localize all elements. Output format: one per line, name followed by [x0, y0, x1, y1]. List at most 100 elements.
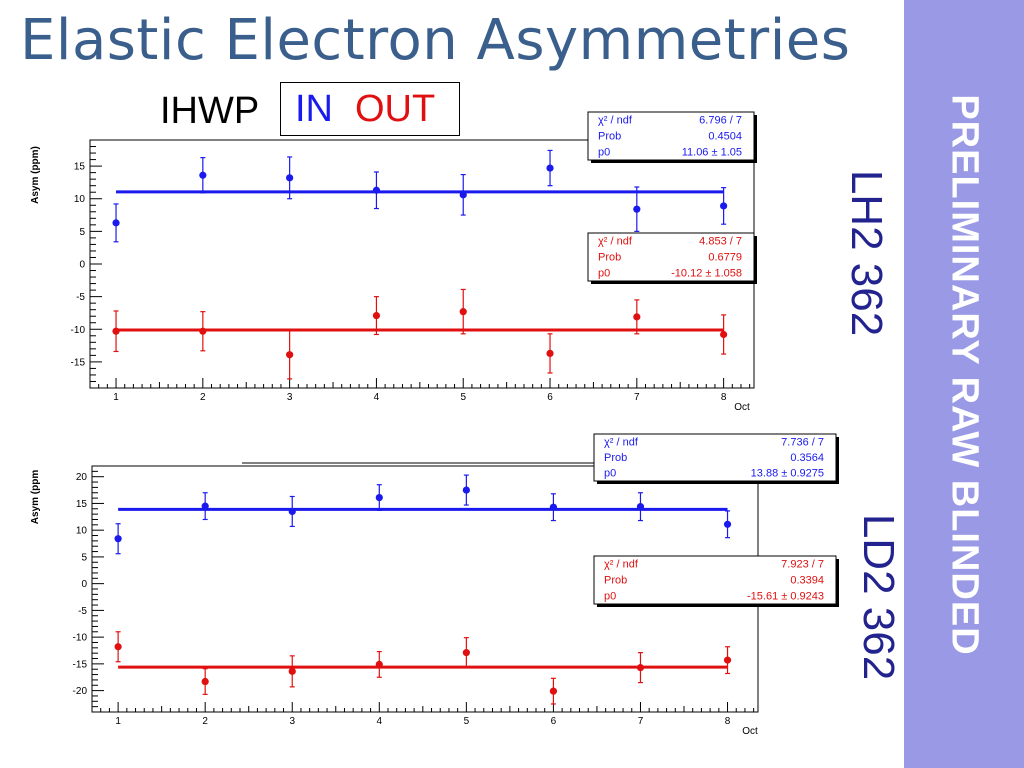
x-tick-label: 1 [113, 392, 119, 403]
ihwp-in-label: IN [295, 88, 333, 130]
x-tick-label: 7 [634, 392, 640, 403]
x-tick-label: 5 [464, 716, 470, 727]
x-tick-label: 6 [547, 392, 553, 403]
y-tick-label: -10 [71, 325, 86, 336]
data-point [636, 503, 645, 511]
y-tick-label: 5 [79, 227, 85, 238]
data-point [112, 219, 120, 227]
ihwp-out-label: OUT [355, 88, 436, 130]
stats-box-out: χ² / ndf 7.923 / 7 Prob 0.3394 p0 -15.61 ± 0.… [593, 555, 839, 607]
chart-1: 20 15 10 5 0 -5 -10 -15 -20 1 2 3 4 5 6 7 8 Asym (ppm Oct χ… [30, 433, 839, 737]
y-tick-label: -5 [76, 292, 85, 303]
y-axis-title: Asym (ppm) [30, 146, 41, 204]
x-tick-label: 4 [377, 716, 383, 727]
x-tick-label: 2 [202, 716, 208, 727]
stats-box-out: χ² / ndf 4.853 / 7 Prob 0.6779 p0 -10.12 ± 1.… [587, 232, 757, 284]
stats-value: -10.12 ± 1.058 [671, 268, 742, 280]
ihwp-legend-box: IN OUT [280, 82, 460, 136]
stats-key: Prob [604, 452, 627, 464]
y-tick-label: 15 [76, 499, 88, 510]
series-in [114, 474, 732, 555]
data-point [462, 486, 470, 494]
y-tick-label: -20 [73, 686, 88, 697]
stats-key: p0 [604, 468, 616, 480]
y-tick-label: 5 [81, 552, 87, 563]
data-point [114, 643, 122, 651]
data-point [720, 202, 728, 210]
data-point [459, 308, 467, 316]
x-tick-label: 6 [551, 716, 557, 727]
data-point [199, 327, 207, 335]
stats-key: p0 [598, 268, 610, 280]
data-point [549, 503, 558, 511]
stats-key: Prob [598, 131, 621, 143]
y-tick-label: -5 [78, 606, 87, 617]
stats-value: 11.06 ± 1.05 [682, 147, 742, 159]
data-point [636, 664, 645, 672]
stats-value: 7.923 / 7 [781, 559, 824, 571]
y-tick-label: 10 [74, 194, 86, 205]
stats-value: 4.853 / 7 [699, 236, 742, 248]
y-tick-label: 15 [74, 162, 86, 173]
stats-value: 0.3394 [790, 575, 824, 587]
x-tick-label: 5 [460, 392, 466, 403]
data-point [288, 507, 296, 516]
ihwp-label: IHWP [160, 90, 260, 132]
stats-value: 13.88 ± 0.9275 [751, 468, 824, 480]
x-tick-label: 4 [374, 392, 380, 403]
data-point [201, 677, 209, 686]
stats-key: χ² / ndf [598, 115, 633, 127]
stats-box-frame [593, 433, 837, 482]
data-point [720, 330, 728, 339]
data-point [459, 191, 467, 199]
x-axis-title: Oct [742, 726, 758, 737]
data-point [549, 687, 558, 695]
stats-box-in: χ² / ndf 7.736 / 7 Prob 0.3564 p0 13.88 ± 0.9… [593, 433, 839, 484]
data-point [201, 502, 209, 510]
stats-box-frame [593, 555, 837, 605]
data-point [114, 535, 122, 543]
stats-key: χ² / ndf [604, 436, 639, 448]
data-point [112, 327, 120, 335]
stats-box-in: χ² / ndf 6.796 / 7 Prob 0.4504 p0 11.06 ± 1.0… [587, 111, 757, 163]
data-point [372, 311, 381, 320]
stats-value: 0.3564 [790, 452, 824, 464]
stats-value: -15.61 ± 0.9243 [747, 591, 824, 603]
x-tick-label: 1 [115, 716, 121, 727]
stats-value: 0.6779 [708, 252, 742, 264]
x-tick-label: 3 [289, 716, 295, 727]
stats-box-frame [587, 232, 755, 282]
stats-key: χ² / ndf [604, 559, 639, 571]
y-axis-title: Asym (ppm [30, 470, 41, 525]
stats-key: p0 [604, 591, 616, 603]
slide-title: Elastic Electron Asymmetries [20, 8, 851, 73]
preliminary-banner [904, 0, 1024, 768]
y-tick-label: -15 [73, 659, 88, 670]
y-tick-label: -15 [71, 357, 86, 368]
data-point [546, 349, 554, 358]
stats-value: 0.4504 [708, 131, 742, 143]
series-out [114, 631, 732, 705]
data-point [633, 205, 641, 213]
y-tick-label: 0 [81, 579, 87, 590]
series-out [112, 288, 728, 380]
stats-value: 6.796 / 7 [699, 115, 742, 127]
x-tick-label: 8 [725, 716, 731, 727]
data-point [462, 649, 470, 657]
x-tick-label: 3 [287, 392, 293, 403]
data-point [546, 164, 554, 172]
data-point [723, 656, 732, 664]
data-point [372, 186, 381, 194]
data-point [723, 520, 732, 528]
stats-value: 7.736 / 7 [781, 436, 824, 448]
data-point [375, 493, 383, 502]
stats-key: Prob [604, 575, 627, 587]
chart-0: 15 10 5 0 -5 -10 -15 1 2 3 4 5 6 7 8 Asym (ppm) Oct χ² / … [30, 111, 757, 413]
stats-key: Prob [598, 252, 621, 264]
data-point [288, 667, 296, 675]
data-point [375, 660, 383, 669]
y-tick-label: 20 [76, 472, 88, 483]
y-tick-label: -10 [73, 633, 88, 644]
data-point [286, 174, 294, 182]
